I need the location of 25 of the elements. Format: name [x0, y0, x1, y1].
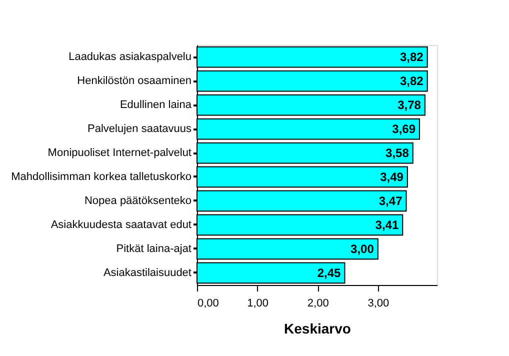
- data-label: 2,45: [317, 266, 342, 280]
- y-tick-label: Asiakastilaisuudet: [103, 266, 192, 279]
- y-tick-label: Asiakkuudesta saatavat edut: [50, 218, 192, 231]
- data-label: 3,82: [400, 74, 424, 88]
- y-tick-label: Pitkät laina-ajat: [116, 242, 192, 255]
- x-tick-label: 3,00: [368, 298, 390, 310]
- data-label: 3,00: [350, 242, 374, 256]
- y-tick-label: Nopea päätöksenteko: [84, 194, 192, 207]
- data-label: 3,41: [375, 218, 399, 232]
- x-axis-title: Keskiarvo: [284, 320, 351, 336]
- data-label: 3,49: [380, 170, 404, 184]
- x-tick-label: 1,00: [247, 298, 269, 310]
- x-tick-label: 0,00: [198, 298, 219, 310]
- y-tick-label: Laadukas asiakaspalvelu: [68, 51, 192, 64]
- data-label: 3,69: [392, 122, 416, 136]
- y-tick-label: Edullinen laina: [120, 99, 192, 112]
- data-label: 3,78: [398, 98, 422, 112]
- y-tick-label: Henkilöstön osaaminen: [77, 75, 192, 88]
- y-tick-label: Monipuoliset Internet-palvelut: [48, 147, 192, 160]
- data-label: 3,58: [386, 146, 410, 160]
- data-label: 3,47: [378, 194, 403, 208]
- x-tick-label: 2,00: [307, 298, 329, 310]
- y-tick-label: Palvelujen saatavuus: [88, 123, 192, 136]
- y-tick-label: Mahdollisimman korkea talletuskorko: [11, 170, 192, 183]
- data-label: 3,82: [400, 50, 424, 64]
